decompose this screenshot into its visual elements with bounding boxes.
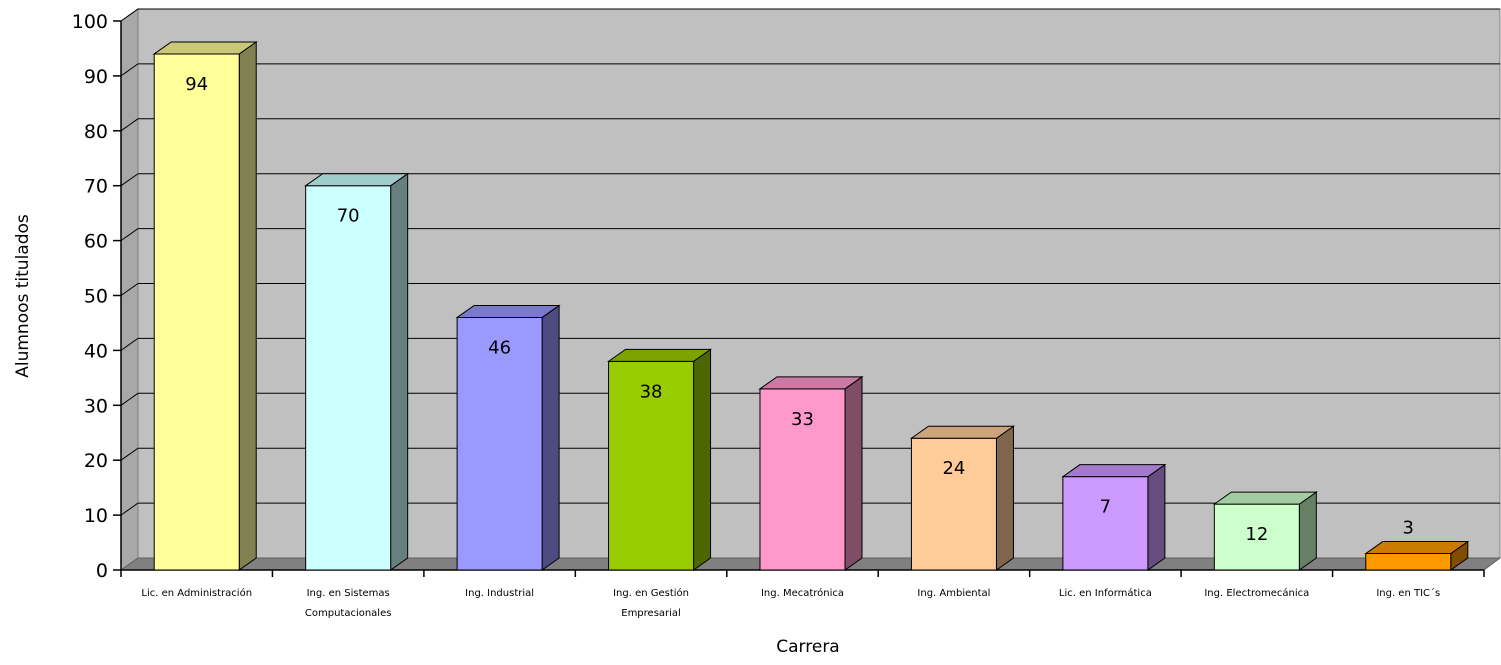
x-tick-label: Ing. Electromecánica — [1204, 587, 1309, 599]
bar-side — [238, 40, 257, 571]
bar-side — [1147, 463, 1166, 571]
bar-side — [390, 172, 409, 571]
y-tick-label: 40 — [84, 340, 108, 362]
x-tick-label-line: Lic. en Informática — [1059, 587, 1152, 599]
bar-top — [1364, 541, 1470, 555]
x-tick-label-line: Ing. en Gestión — [613, 587, 689, 599]
x-tick-label-line: Empresarial — [621, 608, 681, 619]
bar-front — [1365, 553, 1452, 571]
bar — [152, 40, 258, 571]
data-label: 38 — [640, 381, 663, 402]
y-tick-label: 90 — [84, 66, 108, 88]
x-tick-label: Ing. en Gestión Empresarial — [613, 587, 689, 619]
bar-front — [153, 53, 240, 571]
x-tick-label: Ing. en TIC´s — [1376, 587, 1440, 599]
y-axis: 0 10 20 30 40 50 60 70 80 90 100 — [72, 11, 122, 582]
y-tick-label: 10 — [84, 505, 108, 527]
gridline — [120, 392, 1500, 406]
bar-front — [305, 185, 392, 571]
data-label: 7 — [1100, 497, 1111, 518]
bar-top — [152, 41, 258, 55]
bar — [758, 375, 864, 571]
bar — [304, 172, 410, 571]
gridline — [120, 118, 1500, 132]
bar-front — [1062, 476, 1149, 571]
gridline — [120, 173, 1500, 187]
x-tick-label-line: Computacionales — [305, 608, 392, 619]
y-tick-label: 20 — [84, 450, 108, 472]
y-tick-label: 30 — [84, 395, 108, 417]
bar-top — [909, 425, 1016, 439]
bar-top — [455, 304, 561, 318]
gridline — [120, 63, 1500, 77]
x-axis: Lic. en Administración Ing. en Sistemas Co… — [120, 569, 1485, 619]
gridline — [120, 447, 1500, 461]
bar-top — [758, 376, 864, 390]
bar-side — [844, 375, 863, 571]
x-axis-title: Carrera — [776, 637, 839, 657]
data-label: 24 — [942, 458, 965, 479]
gridline — [120, 228, 1500, 242]
data-label: 3 — [1403, 518, 1414, 539]
bar — [1212, 491, 1318, 571]
bar-top — [1212, 491, 1318, 505]
bar-front — [456, 316, 543, 571]
x-tick-label: Lic. en Informática — [1059, 587, 1152, 599]
bar-front — [910, 437, 997, 571]
x-tick-label-line: Ing. Mecatrónica — [761, 587, 844, 599]
y-tick-label: 100 — [72, 11, 108, 33]
bars — [152, 40, 1470, 571]
x-tick-label: Ing. Mecatrónica — [761, 587, 844, 599]
x-tick-label-line: Ing. Electromecánica — [1204, 587, 1309, 599]
bar-side — [693, 348, 712, 571]
x-tick-label: Ing. Industrial — [465, 588, 534, 599]
bar-side — [541, 304, 560, 571]
gridline — [120, 8, 1500, 22]
y-tick-label: 70 — [84, 176, 108, 198]
bar — [1364, 540, 1470, 571]
bar-side — [995, 425, 1014, 571]
bar-front — [608, 360, 695, 571]
data-label: 70 — [337, 206, 360, 227]
bar-top — [1061, 464, 1167, 478]
bar-top — [606, 348, 713, 362]
x-tick-label-line: Ing. Industrial — [465, 588, 534, 599]
y-tick-label: 60 — [84, 231, 108, 253]
x-tick-label-line: Lic. en Administración — [141, 587, 252, 599]
bar — [1061, 463, 1167, 571]
x-tick-label: Ing. en Sistemas Computacionales — [305, 588, 392, 619]
y-tick-label: 50 — [84, 286, 108, 308]
bar-side — [1298, 491, 1317, 571]
data-label: 94 — [185, 74, 208, 95]
x-tick-label-line: Ing. Ambiental — [917, 588, 990, 599]
gridline — [120, 502, 1500, 516]
data-label: 33 — [791, 409, 814, 430]
data-label: 12 — [1245, 524, 1268, 545]
x-tick-label: Lic. en Administración — [141, 587, 252, 599]
y-tick-label: 0 — [96, 560, 108, 582]
y-tick-label: 80 — [84, 121, 108, 143]
bar — [455, 304, 561, 571]
gridline — [120, 283, 1500, 296]
data-label: 46 — [488, 337, 511, 358]
bar-front — [1213, 503, 1300, 571]
bar — [606, 348, 713, 571]
x-tick-label: Ing. Ambiental — [917, 588, 990, 599]
bar-front — [759, 388, 846, 571]
gridline — [120, 337, 1500, 351]
bar-top — [304, 173, 410, 187]
gridlines — [120, 8, 1500, 516]
data-labels: 94 70 46 38 33 24 7 12 3 — [185, 74, 1414, 545]
x-tick-label-line: Ing. en Sistemas — [307, 588, 390, 599]
bar — [909, 425, 1016, 571]
x-tick-label-line: Ing. en TIC´s — [1376, 587, 1440, 599]
y-axis-title: Alumnoos titulados — [13, 214, 33, 378]
